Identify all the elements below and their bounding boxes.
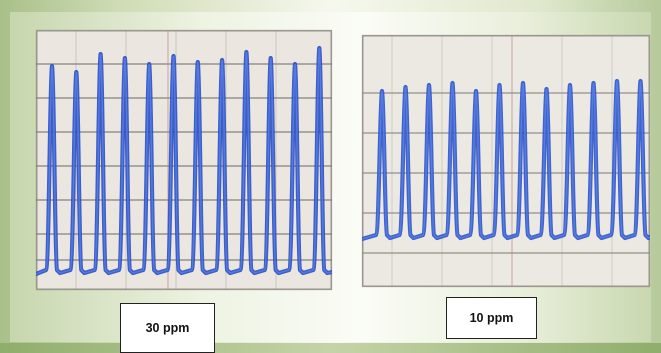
slide-bottom-band xyxy=(0,343,661,353)
chart-recorder-trace-10ppm xyxy=(362,35,650,287)
trace-image-10ppm xyxy=(362,35,650,287)
label-30ppm: 30 ppm xyxy=(145,321,190,335)
chart-paper xyxy=(362,35,650,287)
label-10ppm: 10 ppm xyxy=(469,311,514,325)
signal-trace-highlight xyxy=(362,80,650,240)
label-box-30ppm: 30 ppm xyxy=(120,303,215,353)
signal-trace-highlight xyxy=(36,47,332,275)
chart-recorder-trace-30ppm xyxy=(36,30,332,290)
label-box-10ppm: 10 ppm xyxy=(446,297,537,339)
trace-image-30ppm xyxy=(36,30,332,290)
chart-paper xyxy=(36,30,332,290)
